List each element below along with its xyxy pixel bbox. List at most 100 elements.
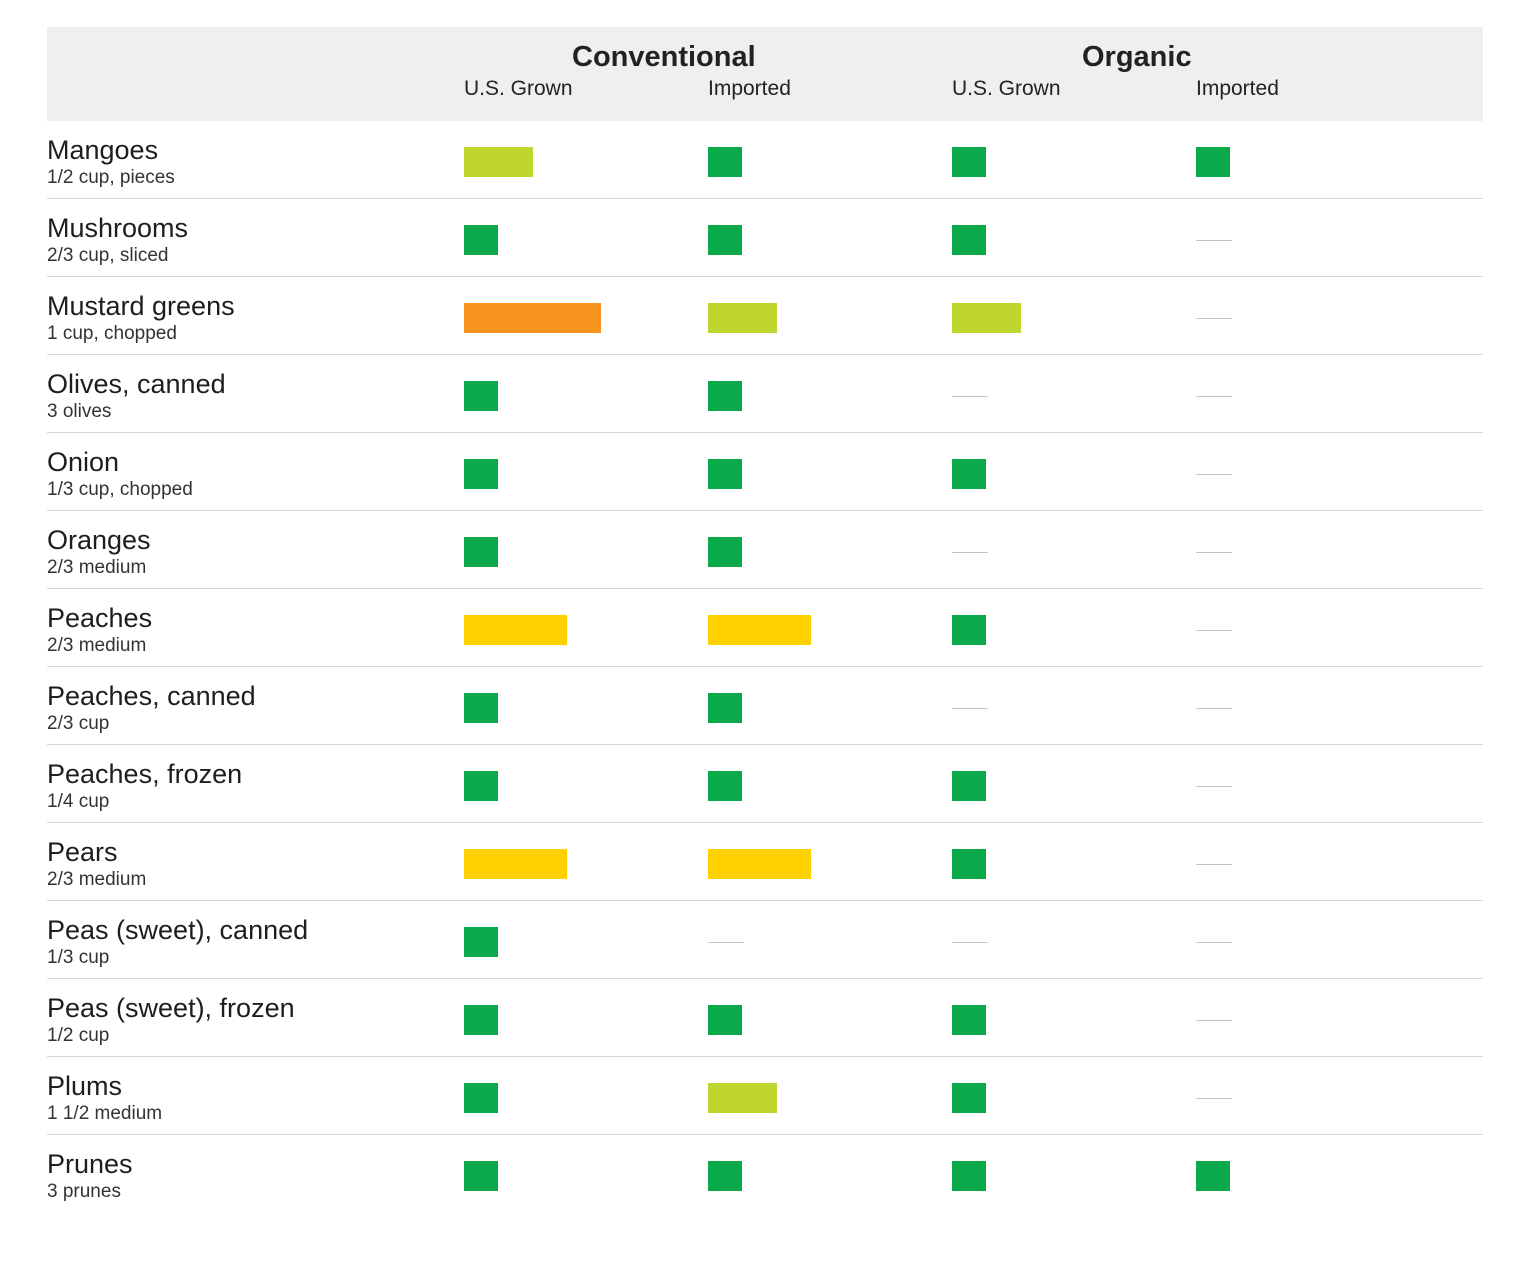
table-row: Peaches, canned 2/3 cup — [47, 667, 1483, 745]
no-data-dash — [1196, 1020, 1232, 1021]
food-name: Peas (sweet), canned — [47, 915, 309, 945]
cell-conventional-us-grown — [464, 199, 664, 277]
cell-conventional-us-grown — [464, 667, 664, 745]
table-row: Mushrooms 2/3 cup, sliced — [47, 199, 1483, 277]
risk-bar-level-1 — [708, 693, 742, 723]
column-header-conventional-us-grown: U.S. Grown — [464, 77, 573, 100]
cell-conventional-imported — [708, 277, 908, 355]
group-header-conventional: Conventional — [572, 41, 756, 73]
risk-bar-level-1 — [708, 1161, 742, 1191]
no-data-dash — [1196, 396, 1232, 397]
table-row: Oranges 2/3 medium — [47, 511, 1483, 589]
risk-bar-level-1 — [952, 1161, 986, 1191]
risk-bar-level-1 — [708, 147, 742, 177]
cell-conventional-us-grown — [464, 433, 664, 511]
cell-organic-imported — [1196, 589, 1396, 667]
food-portion: 2/3 medium — [47, 635, 147, 656]
risk-bar-level-1 — [952, 849, 986, 879]
food-name: Olives, canned — [47, 369, 226, 399]
table-row: Pears 2/3 medium — [47, 823, 1483, 901]
food-portion: 2/3 medium — [47, 557, 147, 578]
cell-conventional-us-grown — [464, 277, 664, 355]
cell-organic-imported — [1196, 745, 1396, 823]
risk-bar-level-1 — [708, 1005, 742, 1035]
no-data-dash — [1196, 942, 1232, 943]
food-name: Oranges — [47, 525, 151, 555]
no-data-dash — [952, 396, 988, 397]
no-data-dash — [1196, 1098, 1232, 1099]
cell-organic-imported — [1196, 433, 1396, 511]
food-portion: 3 prunes — [47, 1181, 121, 1202]
table-row: Peaches, frozen 1/4 cup — [47, 745, 1483, 823]
risk-bar-level-1 — [464, 381, 498, 411]
cell-conventional-us-grown — [464, 1057, 664, 1135]
no-data-dash — [1196, 864, 1232, 865]
risk-table: Conventional Organic U.S. Grown Imported… — [47, 27, 1483, 1213]
risk-bar-level-1 — [464, 693, 498, 723]
food-name: Mustard greens — [47, 291, 235, 321]
group-header-organic: Organic — [1082, 41, 1192, 73]
risk-bar-level-3 — [708, 849, 811, 879]
risk-bar-level-1 — [708, 459, 742, 489]
food-portion: 1/2 cup, pieces — [47, 167, 175, 188]
table-row: Peas (sweet), frozen 1/2 cup — [47, 979, 1483, 1057]
cell-conventional-imported — [708, 589, 908, 667]
risk-bar-level-1 — [1196, 147, 1230, 177]
food-portion: 1/3 cup, chopped — [47, 479, 193, 500]
food-portion: 3 olives — [47, 401, 112, 422]
no-data-dash — [1196, 318, 1232, 319]
risk-bar-level-1 — [952, 1083, 986, 1113]
risk-bar-level-2 — [708, 303, 777, 333]
cell-organic-us-grown — [952, 355, 1152, 433]
cell-organic-imported — [1196, 277, 1396, 355]
no-data-dash — [1196, 474, 1232, 475]
no-data-dash — [1196, 708, 1232, 709]
no-data-dash — [1196, 786, 1232, 787]
risk-bar-level-1 — [708, 225, 742, 255]
cell-organic-imported — [1196, 1057, 1396, 1135]
food-portion: 2/3 cup — [47, 713, 110, 734]
cell-conventional-imported — [708, 433, 908, 511]
cell-conventional-imported — [708, 121, 908, 199]
risk-bar-level-1 — [952, 1005, 986, 1035]
risk-bar-level-3 — [708, 615, 811, 645]
food-name: Peaches, canned — [47, 681, 256, 711]
table-row: Plums 1 1/2 medium — [47, 1057, 1483, 1135]
cell-organic-imported — [1196, 667, 1396, 745]
cell-organic-us-grown — [952, 121, 1152, 199]
risk-bar-level-2 — [952, 303, 1021, 333]
risk-bar-level-1 — [464, 927, 498, 957]
column-header-organic-us-grown: U.S. Grown — [952, 77, 1061, 100]
cell-conventional-imported — [708, 979, 908, 1057]
table-row: Mustard greens 1 cup, chopped — [47, 277, 1483, 355]
food-portion: 1/3 cup — [47, 947, 110, 968]
food-portion: 2/3 medium — [47, 869, 147, 890]
risk-bar-level-2 — [464, 147, 533, 177]
risk-bar-level-3 — [464, 849, 567, 879]
cell-organic-imported — [1196, 979, 1396, 1057]
no-data-dash — [708, 942, 744, 943]
food-portion: 1/2 cup — [47, 1025, 110, 1046]
food-name: Onion — [47, 447, 120, 477]
cell-organic-imported — [1196, 901, 1396, 979]
table-body: Mangoes 1/2 cup, pieces Mushrooms 2/3 cup, … — [47, 121, 1483, 1213]
cell-organic-us-grown — [952, 199, 1152, 277]
cell-conventional-imported — [708, 511, 908, 589]
risk-bar-level-1 — [708, 771, 742, 801]
no-data-dash — [1196, 240, 1232, 241]
no-data-dash — [1196, 552, 1232, 553]
cell-organic-imported — [1196, 121, 1396, 199]
table-row: Peaches 2/3 medium — [47, 589, 1483, 667]
risk-bar-level-1 — [708, 381, 742, 411]
food-portion: 1 1/2 medium — [47, 1103, 163, 1124]
food-portion: 1 cup, chopped — [47, 323, 177, 344]
risk-bar-level-1 — [952, 615, 986, 645]
table-row: Onion 1/3 cup, chopped — [47, 433, 1483, 511]
food-name: Plums — [47, 1071, 123, 1101]
risk-bar-level-1 — [464, 771, 498, 801]
table-row: Mangoes 1/2 cup, pieces — [47, 121, 1483, 199]
risk-bar-level-3 — [464, 615, 567, 645]
cell-conventional-us-grown — [464, 979, 664, 1057]
cell-organic-us-grown — [952, 277, 1152, 355]
cell-conventional-imported — [708, 901, 908, 979]
